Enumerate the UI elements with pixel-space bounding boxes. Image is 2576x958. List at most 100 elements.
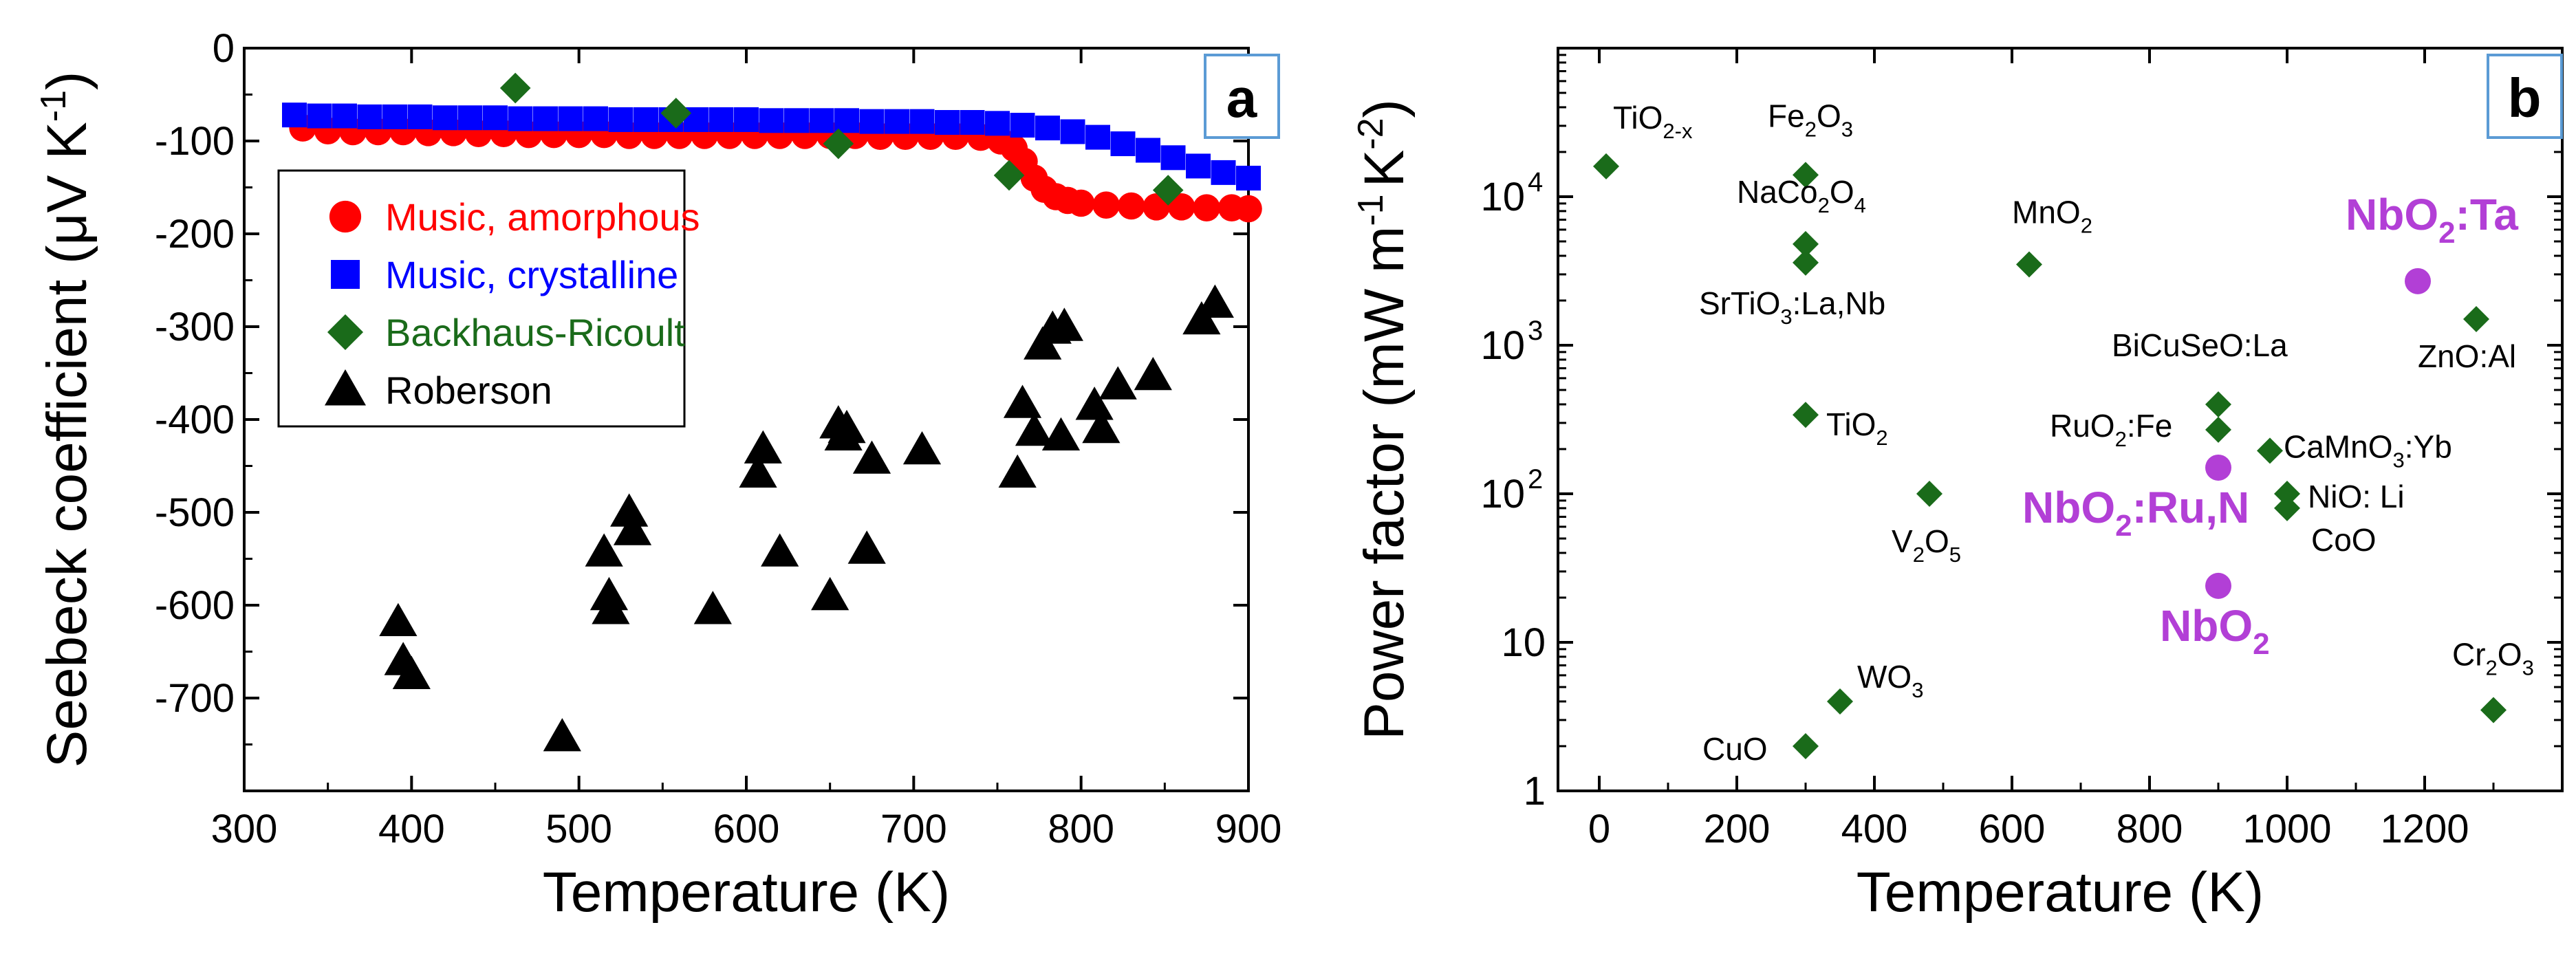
panel-b-point-label-highlight: NbO2:Ru,N xyxy=(2022,483,2249,543)
point-label-sub: 2 xyxy=(2115,509,2132,543)
panel-a-point-music-crystalline xyxy=(1160,145,1186,171)
panel-a-point-music-crystalline xyxy=(960,110,985,135)
panel-b-point-label: MnO2​ xyxy=(2012,194,2092,237)
panel-a-point-music-crystalline xyxy=(909,109,935,134)
panel-b-point-label: V2O5 xyxy=(1892,523,1961,567)
panel-a-point-music-crystalline xyxy=(985,111,1010,136)
point-label-sub: 2 xyxy=(2081,213,2092,237)
panel-b-point xyxy=(2205,391,2231,417)
point-label-main: Fe xyxy=(1768,98,1805,133)
point-label-main: NbO xyxy=(2346,190,2438,239)
panel-b-point-label-highlight: NbO2:Ta xyxy=(2346,190,2518,250)
panel-a-point-roberson xyxy=(1134,356,1172,391)
point-label-main: NiO: Li xyxy=(2308,479,2405,514)
point-label-sub: 2 xyxy=(1876,426,1887,450)
panel-a-point-roberson xyxy=(852,440,891,474)
panel-b-point-label: NaCo2O4 xyxy=(1737,174,1866,217)
panel-b-point-label: ZnO:Al xyxy=(2418,338,2516,374)
panel-b-point-label: RuO2:Fe xyxy=(2050,408,2172,451)
panel-b-point xyxy=(2274,494,2300,521)
panel-b-x-tick-label: 200 xyxy=(1704,807,1771,851)
panel-b-y-axis-label-sup1: -1 xyxy=(1351,194,1391,226)
panel-a-point-roberson xyxy=(693,591,732,624)
point-label-rest: O xyxy=(1925,523,1949,559)
panel-b-y-tick-label: 10 xyxy=(1480,323,1525,368)
panel-b-point-label-highlight: NbO2​ xyxy=(2160,601,2270,661)
panel-a-point-roberson xyxy=(379,602,418,636)
point-label-rest: :Fe xyxy=(2127,408,2172,444)
point-label-rest: :Yb xyxy=(2405,428,2452,464)
panel-a-point-roberson xyxy=(1041,417,1081,450)
point-label-main: BiCuSeO:La xyxy=(2112,327,2288,363)
legend-marker-roberson xyxy=(325,369,366,406)
panel-a-y-tick-label: 0 xyxy=(213,26,235,71)
panel-b-point xyxy=(1793,162,1819,188)
point-label-main: CoO xyxy=(2311,522,2377,558)
panel-b-point-label: TiO2​ xyxy=(1826,406,1888,450)
panel-b-y-tick-label: 10 xyxy=(1501,620,1546,665)
panel-b-y-tick-exponent: 2 xyxy=(1528,464,1543,494)
panel-a-y-tick-label: -500 xyxy=(155,490,235,535)
panel-a-point-music-crystalline xyxy=(583,106,608,131)
panel-b-y-axis-label-close: ) xyxy=(1353,99,1416,118)
panel-a-point-backhaus-ricoult xyxy=(1152,175,1184,206)
panel-a-point-roberson xyxy=(1182,301,1221,335)
panel-a-point-music-crystalline xyxy=(734,107,759,132)
panel-b-y-axis-label-sup2: -2 xyxy=(1351,118,1391,149)
panel-a-point-roberson xyxy=(1082,409,1121,444)
panel-a-point-roberson xyxy=(392,655,431,689)
point-label-main: MnO xyxy=(2012,194,2081,230)
panel-a-x-tick-label: 300 xyxy=(211,807,278,851)
panel-b-x-tick-label: 0 xyxy=(1588,807,1610,851)
panel-b-point-label: Fe2O3 xyxy=(1768,98,1853,141)
panel-a-point-music-crystalline xyxy=(1010,113,1035,138)
panel-a-point-roberson xyxy=(613,512,652,545)
panel-a-point-backhaus-ricoult xyxy=(499,72,531,104)
panel-a-x-tick-label: 600 xyxy=(713,807,780,851)
panel-a-point-backhaus-ricoult xyxy=(823,128,854,160)
legend-marker-music-amorphous xyxy=(329,200,362,233)
panel-a-point-music-crystalline xyxy=(759,108,784,133)
panel-a-point-roberson xyxy=(592,591,630,624)
panel-a-x-axis-label: Temperature (K) xyxy=(543,861,950,924)
legend-marker-backhaus-ricoult xyxy=(327,314,364,351)
panel-a-label-box xyxy=(1204,54,1280,139)
point-label-main: ZnO:Al xyxy=(2418,338,2516,374)
point-label-main: TiO xyxy=(1826,406,1876,442)
panel-b-point-label: WO3​ xyxy=(1857,659,1923,702)
panel-a-point-music-crystalline xyxy=(457,105,483,131)
panel-a-point-roberson xyxy=(1003,384,1042,418)
panel-a-point-music-amorphous xyxy=(1167,193,1195,221)
panel-a-y-axis-label-unit: μV K xyxy=(36,122,98,245)
panel-a-point-backhaus-ricoult xyxy=(660,98,692,129)
panel-a-point-music-crystalline xyxy=(784,108,809,133)
panel-b-point-label: SrTiO3:La,Nb xyxy=(1699,285,1885,329)
panel-b-point xyxy=(1793,732,1819,759)
panel-b-point-label: CaMnO3:Yb xyxy=(2284,428,2452,472)
panel-b-y-tick-exponent: 4 xyxy=(1528,167,1543,197)
panel-b-label-box xyxy=(2487,54,2563,139)
panel-b-point-label: TiO2-x​ xyxy=(1613,100,1693,143)
panel-a-point-music-crystalline xyxy=(708,107,734,132)
panel-b-point xyxy=(1827,688,1853,715)
point-label-main: NaCo xyxy=(1737,174,1818,210)
panel-a-x-tick-label: 500 xyxy=(545,807,612,851)
panel-a-point-music-crystalline xyxy=(809,108,834,133)
point-label-sub: 3 xyxy=(2392,448,2404,472)
panel-a-point-music-crystalline xyxy=(483,105,508,131)
panel-a-point-roberson xyxy=(585,533,623,567)
panel-b-y-axis-label: Power factor (mW m-1 K-2) xyxy=(1351,99,1416,740)
panel-b-y-axis-label-main: Power factor (mW m xyxy=(1353,226,1416,740)
panel-a-point-roberson xyxy=(543,718,581,752)
panel-a-y-tick-label: -300 xyxy=(155,305,235,349)
point-label-sub: 2 xyxy=(2486,655,2498,679)
point-label-main: NbO xyxy=(2022,483,2115,532)
panel-a-point-music-amorphous xyxy=(1193,194,1220,222)
panel-b-x-tick-label: 1200 xyxy=(2380,807,2469,851)
panel-a-point-music-crystalline xyxy=(1136,138,1160,163)
panel-a-point-music-crystalline xyxy=(1110,131,1136,157)
point-label-sub: 2 xyxy=(1818,193,1830,217)
panel-b-point-label: CuO xyxy=(1702,731,1768,767)
